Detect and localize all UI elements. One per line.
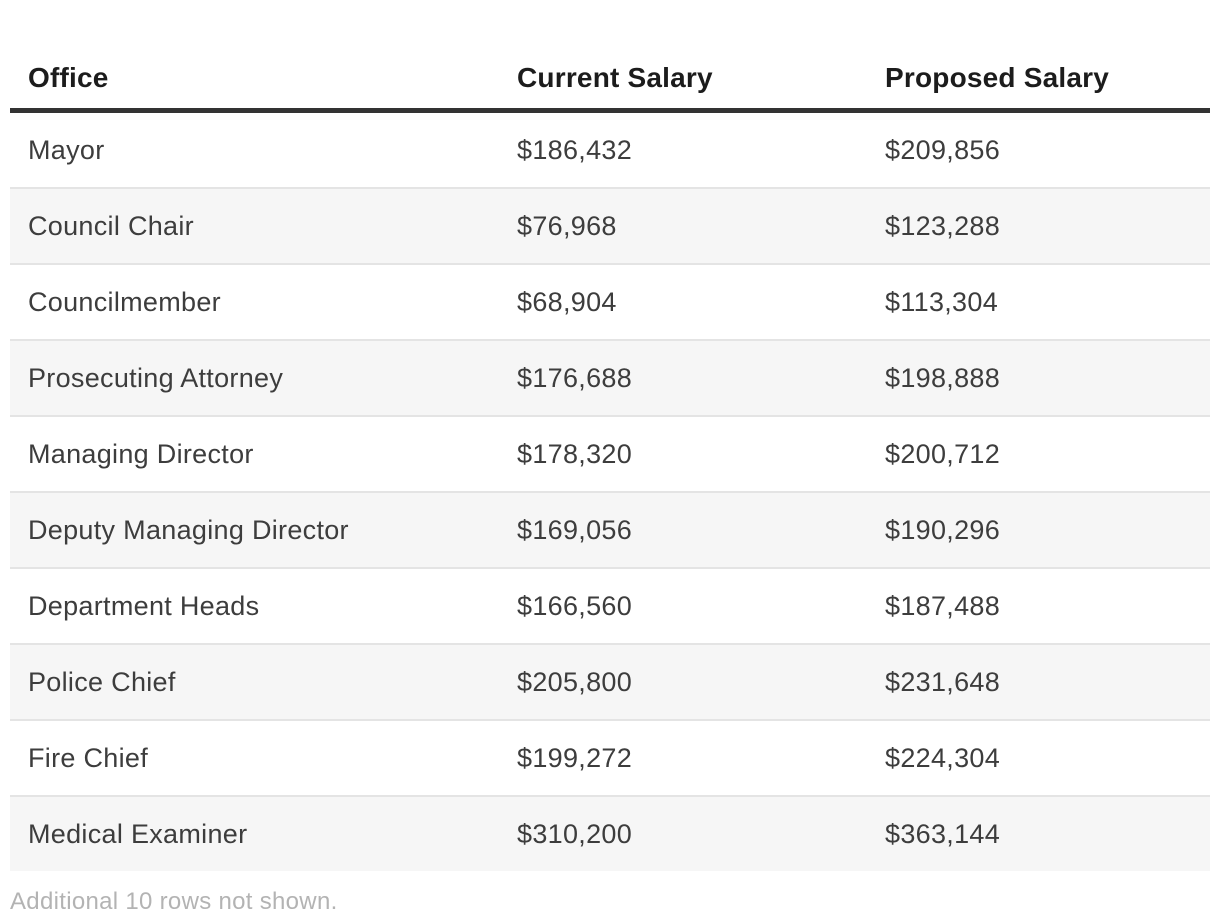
current-salary-cell: $199,272	[517, 743, 633, 773]
proposed-salary-cell: $113,304	[885, 287, 999, 317]
table-row: Councilmember $68,904 $113,304	[10, 264, 1210, 340]
office-cell: Managing Director	[28, 439, 254, 469]
proposed-salary-cell: $363,144	[885, 819, 1001, 849]
proposed-salary-cell: $209,856	[885, 135, 1001, 165]
office-cell: Council Chair	[28, 211, 194, 241]
table-row: Managing Director $178,320 $200,712	[10, 416, 1210, 492]
office-cell: Deputy Managing Director	[28, 515, 349, 545]
current-salary-cell: $178,320	[517, 439, 633, 469]
salary-table: Office Current Salary Proposed Salary Ma…	[10, 0, 1210, 871]
proposed-salary-cell: $198,888	[885, 363, 1001, 393]
table-row: Council Chair $76,968 $123,288	[10, 188, 1210, 264]
proposed-salary-cell: $123,288	[885, 211, 1001, 241]
current-salary-cell: $166,560	[517, 591, 633, 621]
proposed-salary-cell: $231,648	[885, 667, 1001, 697]
table-row: Fire Chief $199,272 $224,304	[10, 720, 1210, 796]
current-salary-cell: $76,968	[517, 211, 617, 241]
table-row: Medical Examiner $310,200 $363,144	[10, 796, 1210, 871]
proposed-salary-cell: $224,304	[885, 743, 1001, 773]
rows-not-shown-note: Additional 10 rows not shown.	[10, 888, 338, 915]
table-row: Prosecuting Attorney $176,688 $198,888	[10, 340, 1210, 416]
column-header-current-salary: Current Salary	[499, 0, 867, 113]
table-row: Mayor $186,432 $209,856	[10, 111, 1210, 189]
salary-table-container: Office Current Salary Proposed Salary Ma…	[10, 0, 1210, 871]
table-header: Office Current Salary Proposed Salary	[10, 0, 1210, 113]
current-salary-cell: $169,056	[517, 515, 633, 545]
proposed-salary-cell: $187,488	[885, 591, 1001, 621]
current-salary-cell: $176,688	[517, 363, 633, 393]
header-row: Office Current Salary Proposed Salary	[10, 0, 1210, 113]
proposed-salary-cell: $200,712	[885, 439, 1001, 469]
proposed-salary-cell: $190,296	[885, 515, 1001, 545]
office-cell: Medical Examiner	[28, 819, 248, 849]
office-cell: Councilmember	[28, 287, 221, 317]
table-row: Police Chief $205,800 $231,648	[10, 644, 1210, 720]
table-row: Deputy Managing Director $169,056 $190,2…	[10, 492, 1210, 568]
table-row: Department Heads $166,560 $187,488	[10, 568, 1210, 644]
office-cell: Police Chief	[28, 667, 176, 697]
office-cell: Department Heads	[28, 591, 260, 621]
table-body: Mayor $186,432 $209,856 Council Chair $7…	[10, 111, 1210, 871]
current-salary-cell: $205,800	[517, 667, 633, 697]
office-cell: Fire Chief	[28, 743, 149, 773]
column-header-proposed-salary: Proposed Salary	[867, 0, 1210, 113]
column-header-office: Office	[10, 0, 499, 113]
office-cell: Prosecuting Attorney	[28, 363, 284, 393]
current-salary-cell: $186,432	[517, 135, 633, 165]
office-cell: Mayor	[28, 135, 105, 165]
current-salary-cell: $310,200	[517, 819, 633, 849]
current-salary-cell: $68,904	[517, 287, 617, 317]
